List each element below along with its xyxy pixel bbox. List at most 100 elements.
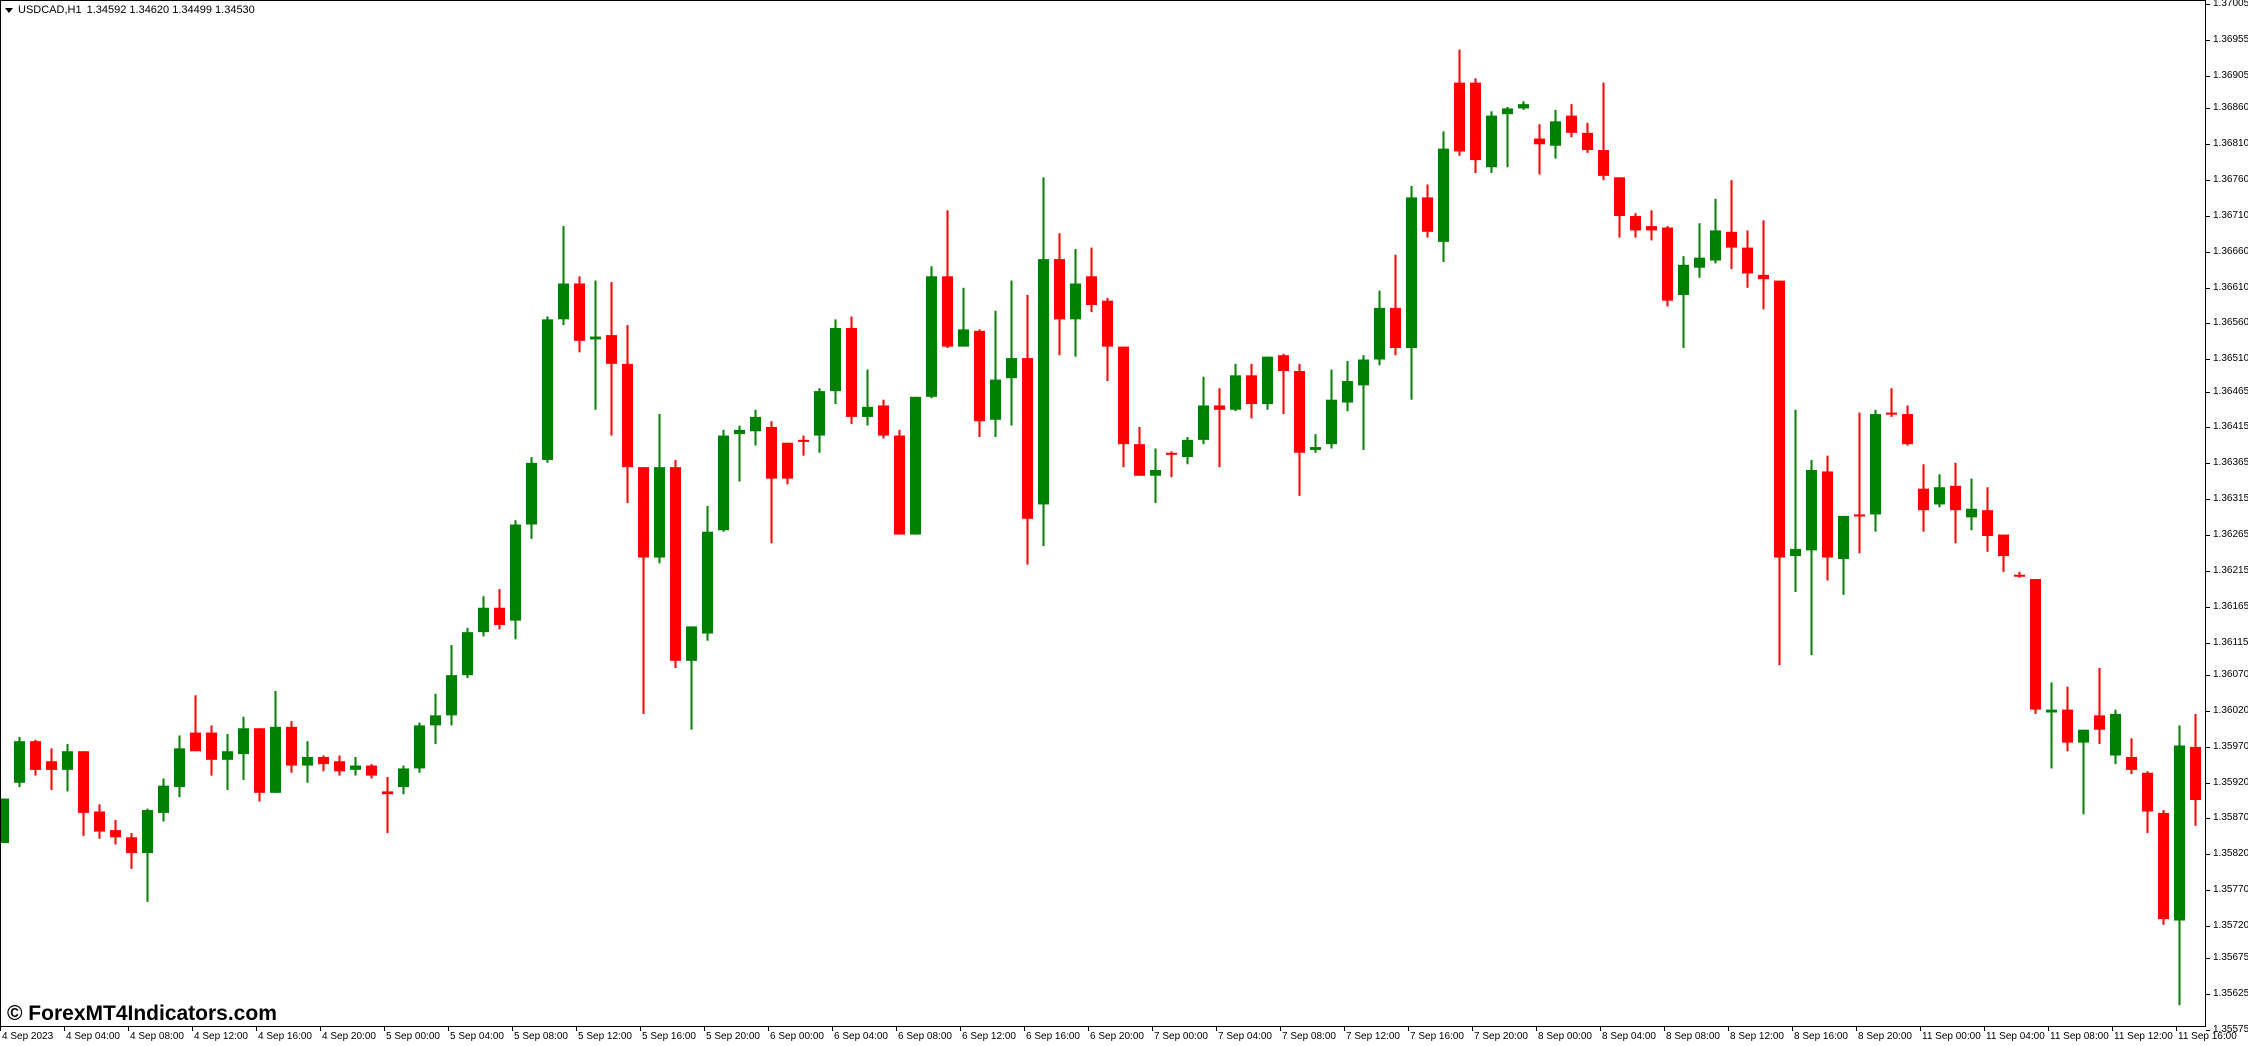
candle — [1102, 297, 1113, 382]
candle-body-bull — [1038, 259, 1049, 505]
candle — [174, 735, 185, 798]
price-tick — [2206, 890, 2210, 892]
candle — [14, 736, 25, 788]
time-tick-label: 5 Sep 08:00 — [514, 1031, 568, 1042]
time-tick-label: 4 Sep 2023 — [2, 1031, 54, 1042]
candle-body-bear — [2190, 746, 2201, 801]
price-tick — [2206, 359, 2210, 361]
time-tick-label: 7 Sep 20:00 — [1474, 1031, 1528, 1042]
price-tick-label: 1.36510 — [2213, 353, 2248, 365]
time-tick-label: 8 Sep 20:00 — [1858, 1031, 1912, 1042]
candle-body-bear — [494, 607, 505, 625]
candle-body-bear — [1726, 231, 1737, 248]
candle — [734, 425, 745, 482]
candle-body-bear — [974, 330, 985, 422]
candle-body-bull — [398, 768, 409, 788]
candle-wick — [994, 310, 997, 438]
candle-body-bear — [1774, 280, 1785, 558]
time-tick-label: 11 Sep 12:00 — [2114, 1031, 2173, 1042]
candle-body-bull — [1358, 359, 1369, 386]
candle-body-bear — [846, 327, 857, 417]
price-tick-label: 1.35870 — [2213, 812, 2248, 824]
candle-body-bear — [126, 837, 137, 854]
candle — [1982, 487, 1993, 552]
candle-wick — [690, 626, 693, 730]
candle — [254, 728, 265, 802]
candle-body-bull — [734, 429, 745, 435]
price-tick — [2206, 854, 2210, 856]
candle-wick — [2082, 729, 2085, 815]
candle-body-bull — [2110, 713, 2121, 756]
time-tick — [384, 1027, 385, 1031]
candle-wick — [2130, 738, 2133, 775]
candle — [382, 777, 393, 834]
candle — [1678, 256, 1689, 349]
time-tick — [2176, 1027, 2177, 1031]
candle-body-bear — [1662, 227, 1673, 301]
candle-wick — [194, 695, 197, 752]
candle — [1918, 464, 1929, 532]
candle-wick — [866, 369, 869, 426]
candle — [830, 319, 841, 405]
candle — [1230, 363, 1241, 412]
price-tick — [2206, 391, 2210, 393]
candle-wick — [1890, 388, 1893, 417]
candle-body-bear — [798, 439, 809, 442]
time-tick-label: 5 Sep 20:00 — [706, 1031, 760, 1042]
triangle-down-icon[interactable] — [5, 7, 13, 13]
candle-body-bear — [286, 726, 297, 766]
time-tick — [512, 1027, 513, 1031]
candle — [1598, 82, 1609, 181]
candle — [894, 429, 905, 535]
candle — [1886, 388, 1897, 417]
candle — [1374, 290, 1385, 366]
candle-body-bull — [350, 765, 361, 770]
price-tick-label: 1.36365 — [2213, 457, 2248, 469]
time-tick — [1920, 1027, 1921, 1031]
candle-wick — [1010, 280, 1013, 426]
candle-body-bull — [1150, 470, 1161, 476]
candle-wick — [962, 287, 965, 347]
candle — [1086, 247, 1097, 313]
candle-body-bear — [1630, 216, 1641, 231]
symbol-label: USDCAD,H1 — [18, 4, 82, 16]
candle-body-bear — [1902, 414, 1913, 445]
time-tick — [1792, 1027, 1793, 1031]
time-tick — [1664, 1027, 1665, 1031]
chart-area[interactable]: USDCAD,H1 1.34592 1.34620 1.34499 1.3453… — [0, 0, 2206, 1027]
candle — [590, 280, 601, 410]
candle — [2126, 738, 2137, 775]
candle-body-bull — [1070, 283, 1081, 320]
candle-body-bear — [878, 405, 889, 436]
candle-body-bull — [1838, 515, 1849, 559]
price-tick — [2206, 818, 2210, 820]
candle-body-bull — [1182, 439, 1193, 458]
candle — [430, 693, 441, 745]
candle — [718, 429, 729, 532]
candle-wick — [386, 777, 389, 834]
candle-body-bear — [2014, 574, 2025, 577]
candle-body-bull — [1966, 508, 1977, 518]
time-tick — [640, 1027, 641, 1031]
candle-body-bull — [1518, 104, 1529, 109]
candle — [478, 596, 489, 637]
candle — [638, 467, 649, 714]
time-tick-label: 11 Sep 08:00 — [2050, 1031, 2109, 1042]
candle-body-bear — [1054, 259, 1065, 320]
candle — [142, 808, 153, 902]
candle-body-bull — [1806, 470, 1817, 551]
candle-body-bear — [1998, 534, 2009, 557]
candle-wick — [1218, 388, 1221, 468]
candle-body-bull — [510, 524, 521, 621]
time-tick — [2112, 1027, 2113, 1031]
candle-body-bear — [1422, 197, 1433, 232]
time-tick-label: 8 Sep 16:00 — [1794, 1031, 1848, 1042]
candle-body-bear — [110, 830, 121, 838]
candle — [702, 505, 713, 641]
candle-body-bear — [942, 276, 953, 347]
candle — [94, 804, 105, 839]
candle-body-bear — [318, 756, 329, 765]
time-tick — [1728, 1027, 1729, 1031]
price-tick — [2206, 287, 2210, 289]
candle — [1998, 534, 2009, 572]
